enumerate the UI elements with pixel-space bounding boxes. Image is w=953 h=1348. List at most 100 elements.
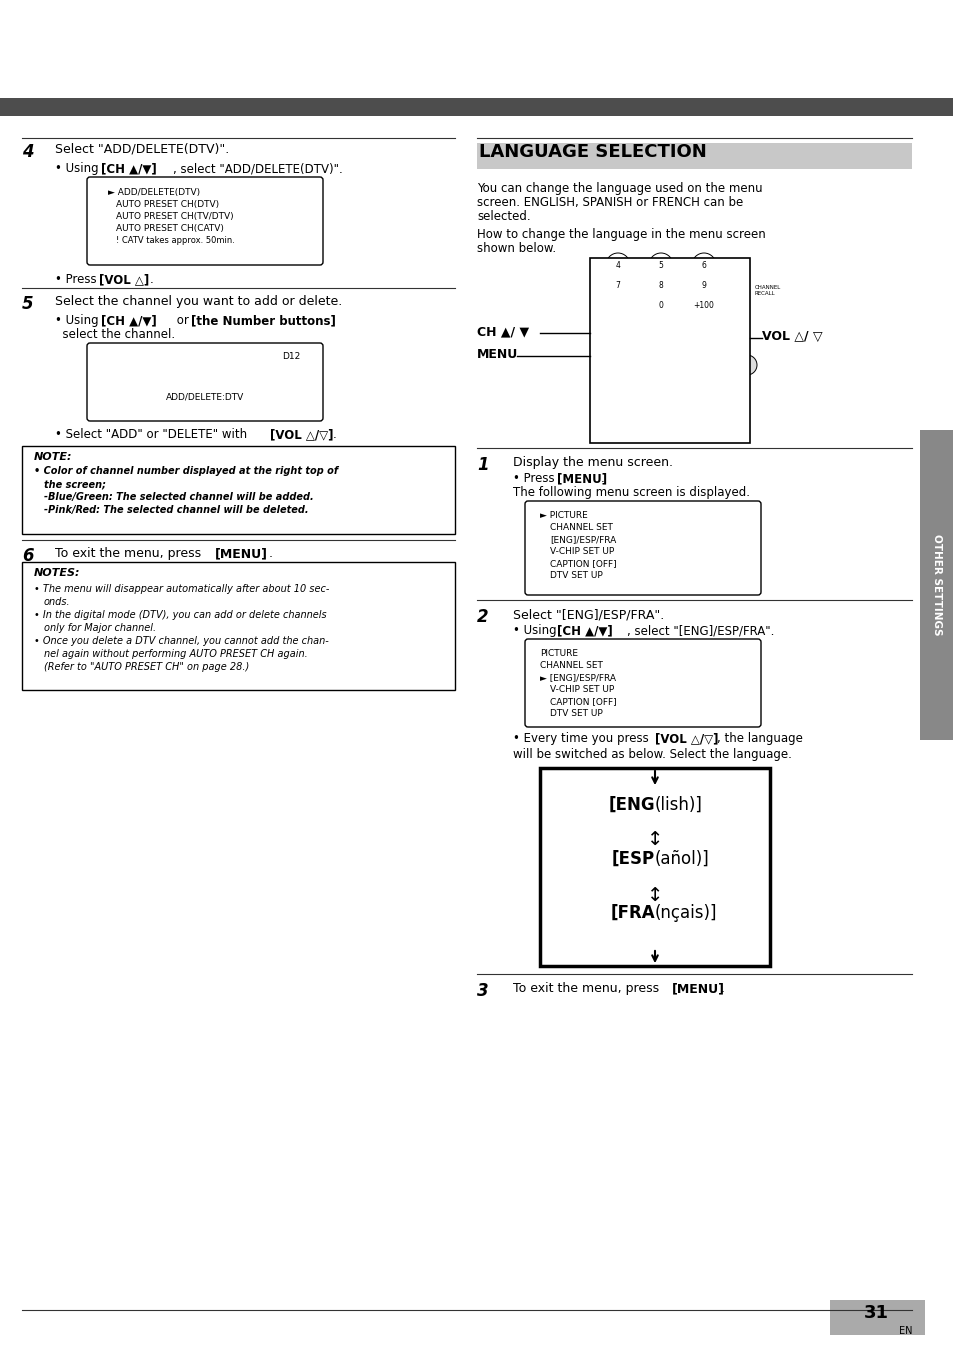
Text: 6: 6 [22, 547, 33, 565]
Circle shape [691, 274, 716, 297]
Text: EN: EN [899, 1326, 912, 1336]
Text: 4: 4 [22, 143, 33, 160]
Text: +100: +100 [693, 301, 714, 310]
Text: , select "ADD/DELETE(DTV)".: , select "ADD/DELETE(DTV)". [172, 162, 342, 175]
Text: To exit the menu, press: To exit the menu, press [55, 547, 205, 559]
Text: ↕: ↕ [646, 830, 662, 849]
FancyBboxPatch shape [87, 177, 323, 266]
Text: [FRA: [FRA [610, 905, 655, 922]
Text: V-CHIP SET UP: V-CHIP SET UP [550, 685, 614, 694]
Circle shape [689, 314, 718, 342]
Text: The following menu screen is displayed.: The following menu screen is displayed. [513, 487, 749, 499]
Text: • Press: • Press [55, 274, 100, 286]
Text: .: . [600, 472, 604, 485]
Text: 3: 3 [476, 981, 488, 1000]
FancyBboxPatch shape [524, 501, 760, 594]
Text: NOTE:: NOTE: [34, 452, 72, 462]
Text: [VOL △]: [VOL △] [99, 274, 149, 286]
Text: 6: 6 [700, 260, 706, 270]
Text: V-CHIP SET UP: V-CHIP SET UP [550, 547, 614, 555]
Text: • In the digital mode (DTV), you can add or delete channels: • In the digital mode (DTV), you can add… [34, 611, 326, 620]
Text: -Pink/Red: The selected channel will be deleted.: -Pink/Red: The selected channel will be … [44, 506, 309, 515]
Text: .: . [269, 547, 273, 559]
Bar [829, 1299, 924, 1335]
Text: NOTES:: NOTES: [34, 568, 80, 578]
Circle shape [648, 274, 672, 297]
Bar [22, 562, 455, 690]
Text: 5: 5 [22, 295, 33, 313]
Text: CAPTION [OFF]: CAPTION [OFF] [550, 697, 616, 706]
Text: [VOL △/▽]: [VOL △/▽] [270, 429, 334, 441]
Text: .: . [720, 981, 724, 995]
Text: the screen;: the screen; [44, 479, 106, 489]
Text: (nçais)]: (nçais)] [655, 905, 717, 922]
Text: [MENU]: [MENU] [557, 472, 606, 485]
Text: • Using: • Using [55, 314, 102, 328]
Text: • Color of channel number displayed at the right top of: • Color of channel number displayed at t… [34, 466, 337, 476]
Text: CAPTION [OFF]: CAPTION [OFF] [550, 559, 616, 568]
Text: DTV SET UP: DTV SET UP [550, 709, 602, 718]
Text: • Select "ADD" or "DELETE" with: • Select "ADD" or "DELETE" with [55, 429, 251, 441]
Text: [ENG]/ESP/FRA: [ENG]/ESP/FRA [550, 535, 616, 545]
Circle shape [691, 293, 716, 317]
Text: [ENG: [ENG [608, 797, 655, 814]
Text: OTHER SETTINGS: OTHER SETTINGS [931, 534, 941, 636]
Text: [ESP: [ESP [611, 851, 655, 868]
Text: selected.: selected. [476, 210, 530, 222]
Text: CHANNEL SET: CHANNEL SET [550, 523, 612, 532]
Bar [476, 143, 911, 168]
Text: 31: 31 [862, 1304, 887, 1322]
Circle shape [737, 355, 757, 375]
Text: onds.: onds. [44, 597, 71, 607]
Circle shape [648, 253, 672, 276]
Text: AUTO PRESET CH(CATV): AUTO PRESET CH(CATV) [116, 224, 224, 233]
Text: To exit the menu, press: To exit the menu, press [513, 981, 662, 995]
Circle shape [650, 355, 670, 375]
Text: Select "[ENG]/ESP/FRA".: Select "[ENG]/ESP/FRA". [513, 608, 663, 621]
Text: 2: 2 [476, 608, 488, 625]
Text: Display the menu screen.: Display the menu screen. [513, 456, 672, 469]
Text: ! CATV takes approx. 50min.: ! CATV takes approx. 50min. [116, 236, 234, 245]
Circle shape [607, 355, 627, 375]
Text: • Using: • Using [513, 624, 559, 638]
Text: 0: 0 [658, 301, 662, 310]
Text: You can change the language used on the menu: You can change the language used on the … [476, 182, 761, 195]
Text: will be switched as below. Select the language.: will be switched as below. Select the la… [513, 748, 791, 762]
FancyBboxPatch shape [524, 639, 760, 727]
Text: DTV SET UP: DTV SET UP [550, 572, 602, 580]
Text: -Blue/Green: The selected channel will be added.: -Blue/Green: The selected channel will b… [44, 492, 314, 501]
Text: • Using: • Using [55, 162, 102, 175]
Text: 7: 7 [615, 280, 619, 290]
Circle shape [646, 314, 675, 342]
Text: ► PICTURE: ► PICTURE [539, 511, 587, 520]
Text: [CH ▲/▼]: [CH ▲/▼] [101, 314, 156, 328]
Text: How to change the language in the menu screen: How to change the language in the menu s… [476, 228, 765, 241]
Bar [22, 446, 455, 534]
Bar [0, 98, 953, 116]
Text: AUTO PRESET CH(TV/DTV): AUTO PRESET CH(TV/DTV) [116, 212, 233, 221]
Text: • The menu will disappear automatically after about 10 sec-: • The menu will disappear automatically … [34, 584, 329, 594]
Text: (Refer to "AUTO PRESET CH" on page 28.): (Refer to "AUTO PRESET CH" on page 28.) [44, 662, 249, 673]
Text: Select the channel you want to add or delete.: Select the channel you want to add or de… [55, 295, 342, 307]
Text: ► ADD/DELETE(DTV): ► ADD/DELETE(DTV) [108, 187, 200, 197]
Text: • Once you delete a DTV channel, you cannot add the chan-: • Once you delete a DTV channel, you can… [34, 636, 329, 646]
Text: .: . [150, 274, 153, 286]
Text: 1: 1 [476, 456, 488, 474]
Circle shape [693, 355, 713, 375]
Text: Select "ADD/DELETE(DTV)".: Select "ADD/DELETE(DTV)". [55, 143, 229, 156]
Circle shape [605, 253, 629, 276]
Text: AUTO PRESET CH(DTV): AUTO PRESET CH(DTV) [116, 200, 219, 209]
FancyBboxPatch shape [87, 342, 323, 421]
Text: D12: D12 [281, 352, 299, 361]
Text: or: or [172, 314, 193, 328]
Text: VOL △/ ▽: VOL △/ ▽ [761, 330, 821, 342]
Text: nel again without performing AUTO PRESET CH again.: nel again without performing AUTO PRESET… [44, 648, 308, 659]
Text: ► [ENG]/ESP/FRA: ► [ENG]/ESP/FRA [539, 673, 616, 682]
Circle shape [605, 274, 629, 297]
Text: [the Number buttons]: [the Number buttons] [191, 314, 335, 328]
Text: 9: 9 [700, 280, 706, 290]
Text: 5: 5 [658, 260, 662, 270]
Text: select the channel.: select the channel. [55, 328, 175, 341]
Text: [VOL △/▽]: [VOL △/▽] [655, 732, 718, 745]
Text: .: . [333, 429, 336, 441]
